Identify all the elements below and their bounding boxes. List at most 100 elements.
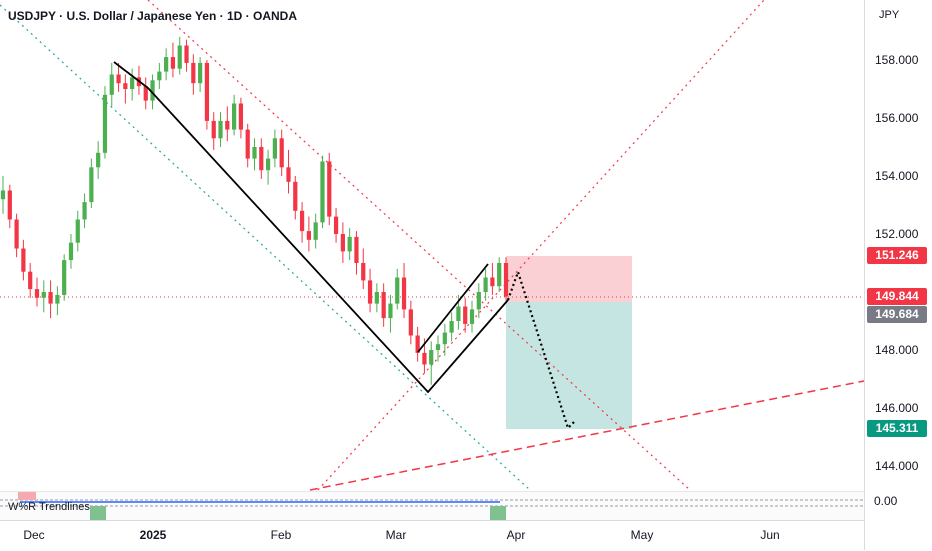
candle xyxy=(48,280,53,319)
price-tick: 156.000 xyxy=(875,111,919,125)
time-tick: Mar xyxy=(385,528,407,542)
candle xyxy=(252,138,257,171)
price-chart[interactable] xyxy=(0,0,864,520)
price-axis[interactable]: JPY 158.000 156.000 154.000 152.000 148.… xyxy=(864,0,932,550)
candle xyxy=(429,341,434,385)
candle-body xyxy=(374,292,379,304)
candle xyxy=(367,268,373,313)
candle xyxy=(7,184,12,229)
flag-pole-line[interactable] xyxy=(113,61,509,394)
stop-price-badge: 151.246 xyxy=(867,247,927,264)
projection-path[interactable] xyxy=(506,268,577,431)
candle xyxy=(191,54,196,95)
candle xyxy=(14,213,19,258)
candle xyxy=(130,68,135,101)
indicator-signal-green-2 xyxy=(490,506,506,520)
chart-title: USDJPY · U.S. Dollar / Japanese Yen · 1D… xyxy=(8,9,297,23)
candle-body xyxy=(463,306,468,324)
pattern-drawing[interactable] xyxy=(113,61,577,431)
candle-body xyxy=(157,71,162,81)
candle xyxy=(177,36,182,75)
candle-body xyxy=(469,309,475,324)
candle-body xyxy=(347,236,352,252)
rising-dotted-line[interactable] xyxy=(317,0,765,491)
time-tick: Feb xyxy=(270,528,292,542)
candle xyxy=(102,86,108,159)
candle xyxy=(483,268,488,301)
candle-body xyxy=(130,77,135,89)
target-price-badge: 145.311 xyxy=(867,420,927,437)
candle-body xyxy=(0,190,6,200)
candle-body xyxy=(497,263,502,287)
candle xyxy=(109,62,114,107)
risk-reward-tool[interactable] xyxy=(506,256,632,429)
time-tick: Dec xyxy=(23,528,45,542)
candle xyxy=(279,129,284,176)
candle xyxy=(286,149,291,194)
candle xyxy=(442,323,447,356)
candle-body xyxy=(422,352,427,365)
candle xyxy=(68,234,74,269)
candle xyxy=(265,149,271,185)
lower-channel-line[interactable] xyxy=(0,4,531,491)
candle-body xyxy=(116,74,121,84)
candle xyxy=(34,277,40,307)
candle-body xyxy=(415,335,420,353)
candle-body xyxy=(265,158,271,171)
time-axis[interactable]: Dec 2025 Feb Mar Apr May Jun xyxy=(0,520,864,551)
candle-body xyxy=(238,103,244,130)
candle-body xyxy=(340,234,345,252)
candle-body xyxy=(293,181,298,211)
rising-dashed-line[interactable] xyxy=(309,380,864,491)
candle xyxy=(293,176,298,220)
candle-body xyxy=(442,332,447,345)
candle xyxy=(89,158,94,208)
candle-body xyxy=(286,167,291,182)
indicator-zero-label: 0.00 xyxy=(874,494,898,508)
candle xyxy=(449,312,454,342)
indicator-signal-red xyxy=(18,492,36,500)
candle-body xyxy=(327,161,332,217)
candle xyxy=(55,286,60,316)
candle-body xyxy=(401,277,407,310)
candle xyxy=(204,60,210,130)
candle-body xyxy=(299,210,305,232)
candle-body xyxy=(109,74,114,95)
indicator-label[interactable]: W%R Trendlines xyxy=(8,501,90,513)
candle-body xyxy=(476,292,481,310)
candle-body xyxy=(191,62,196,84)
candle-body xyxy=(211,120,216,139)
flag-upper-line[interactable] xyxy=(417,263,489,353)
candle xyxy=(116,62,121,92)
candle xyxy=(21,239,26,281)
candle xyxy=(75,210,80,252)
price-tick: 144.000 xyxy=(875,459,919,473)
entry-price-badge: 149.684 xyxy=(867,306,927,323)
candle xyxy=(157,62,162,89)
candle-body xyxy=(429,350,434,365)
candle xyxy=(340,222,345,263)
candle-body xyxy=(483,277,488,292)
candle xyxy=(41,280,46,313)
candle-body xyxy=(143,86,148,101)
candle-body xyxy=(259,147,264,171)
candle-body xyxy=(102,94,108,153)
currency-label: JPY xyxy=(879,9,900,21)
candle-body xyxy=(48,292,53,304)
take-profit-zone[interactable] xyxy=(506,302,632,429)
last-price-badge: 149.844 xyxy=(867,288,927,305)
candle-body xyxy=(456,306,461,321)
candle-body xyxy=(388,303,393,319)
candle xyxy=(306,216,311,252)
candle-body xyxy=(184,45,189,63)
candle xyxy=(218,112,223,147)
time-tick: May xyxy=(630,528,654,542)
indicator-pane[interactable]: W%R Trendlines xyxy=(0,491,864,521)
time-tick: 2025 xyxy=(139,528,167,542)
candle xyxy=(401,263,407,319)
upper-channel-line[interactable] xyxy=(147,0,691,491)
candle-body xyxy=(279,138,284,168)
stop-loss-zone[interactable] xyxy=(506,256,632,302)
candle-body xyxy=(367,280,373,304)
trendlines[interactable] xyxy=(0,0,864,491)
